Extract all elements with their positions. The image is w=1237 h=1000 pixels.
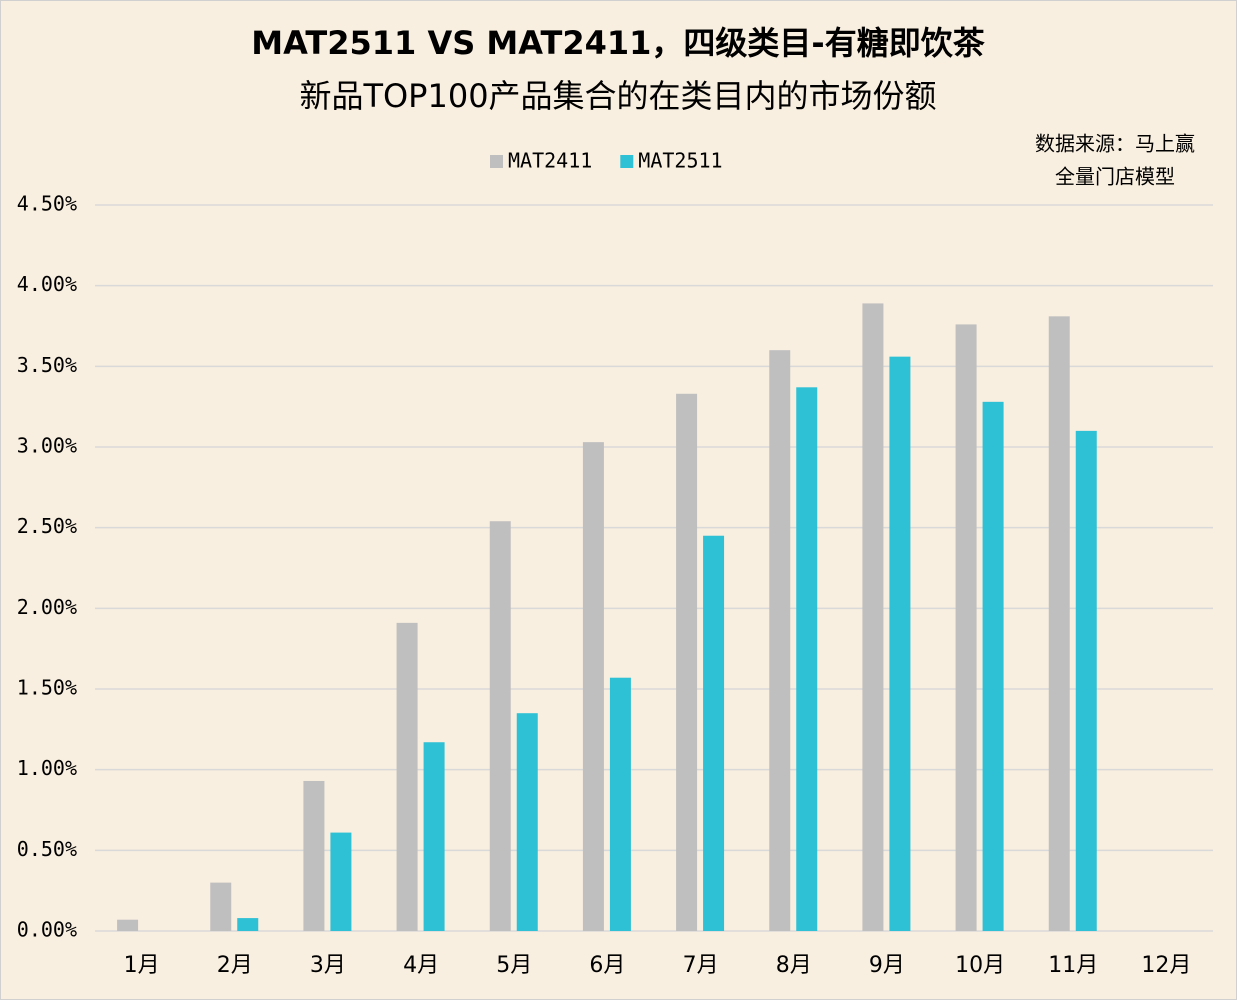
bar bbox=[210, 882, 232, 931]
x-tick-label: 12月 bbox=[1141, 953, 1191, 978]
y-tick-label: 4.00% bbox=[17, 272, 77, 296]
bar bbox=[582, 442, 604, 931]
y-tick-label: 2.50% bbox=[17, 514, 77, 538]
x-tick-label: 11月 bbox=[1048, 953, 1098, 978]
x-tick-label: 1月 bbox=[124, 953, 160, 978]
x-tick-label: 2月 bbox=[217, 953, 253, 978]
x-tick-label: 5月 bbox=[496, 953, 532, 978]
legend-label: MAT2511 bbox=[638, 149, 722, 173]
x-tick-label: 3月 bbox=[310, 953, 346, 978]
y-tick-label: 3.50% bbox=[17, 353, 77, 377]
bar bbox=[889, 356, 911, 931]
bar bbox=[237, 918, 259, 931]
y-tick-label: 1.50% bbox=[17, 676, 77, 700]
x-tick-label: 8月 bbox=[776, 953, 812, 978]
bar bbox=[703, 535, 725, 931]
legend-swatch bbox=[490, 155, 503, 168]
bar bbox=[396, 622, 418, 931]
bar bbox=[1048, 316, 1070, 931]
source-note: 全量门店模型 bbox=[1055, 165, 1175, 189]
bar bbox=[796, 387, 818, 932]
x-tick-label: 4月 bbox=[403, 953, 439, 978]
y-tick-label: 3.00% bbox=[17, 434, 77, 458]
bar bbox=[676, 393, 698, 931]
bar bbox=[489, 521, 511, 931]
x-tick-label: 10月 bbox=[955, 953, 1005, 978]
bar bbox=[330, 832, 352, 931]
chart-title: MAT2511 VS MAT2411，四级类目-有糖即饮茶 bbox=[251, 24, 985, 62]
y-tick-label: 2.00% bbox=[17, 595, 77, 619]
y-tick-label: 4.50% bbox=[17, 192, 77, 216]
bar bbox=[1075, 430, 1097, 931]
chart-title: 新品TOP100产品集合的在类目内的市场份额 bbox=[299, 77, 936, 115]
x-tick-label: 6月 bbox=[589, 953, 625, 978]
bar bbox=[609, 677, 631, 931]
bar bbox=[769, 350, 791, 931]
bar bbox=[982, 401, 1004, 931]
x-tick-label: 7月 bbox=[683, 953, 719, 978]
y-tick-label: 1.00% bbox=[17, 756, 77, 780]
bar bbox=[516, 713, 538, 931]
bar bbox=[117, 919, 139, 931]
source-note: 数据来源：马上赢 bbox=[1035, 132, 1195, 156]
bar bbox=[423, 742, 445, 931]
bar bbox=[862, 303, 884, 931]
bar bbox=[955, 324, 977, 931]
bar bbox=[303, 780, 325, 931]
y-tick-label: 0.00% bbox=[17, 918, 77, 942]
x-tick-label: 9月 bbox=[869, 953, 905, 978]
y-tick-label: 0.50% bbox=[17, 837, 77, 861]
legend-label: MAT2411 bbox=[508, 149, 592, 173]
legend-swatch bbox=[620, 155, 634, 168]
